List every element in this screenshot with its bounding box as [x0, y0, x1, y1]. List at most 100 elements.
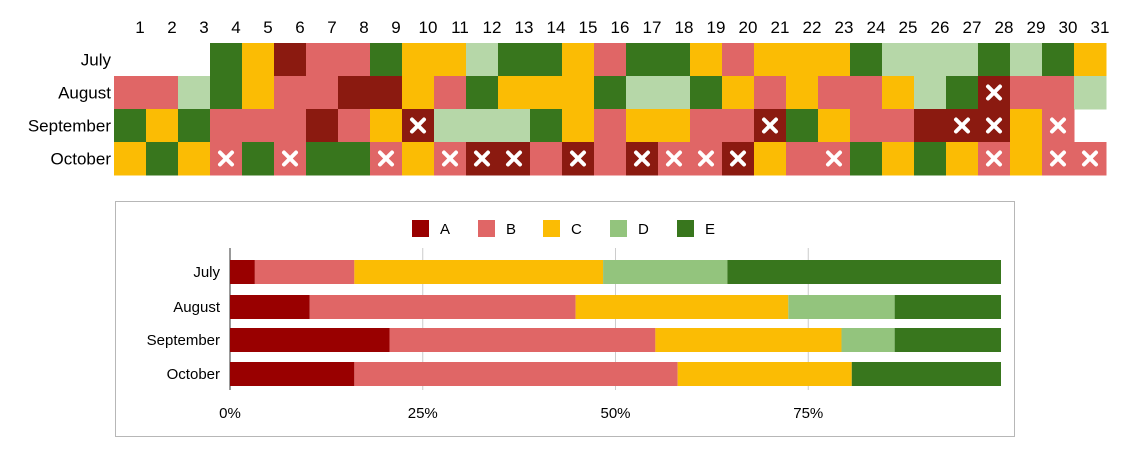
day-cell — [1010, 109, 1043, 143]
x-mark-icon — [954, 117, 970, 134]
day-cell — [786, 43, 819, 77]
day-cell — [1042, 76, 1075, 110]
day-cell — [754, 43, 787, 77]
day-cell — [402, 142, 435, 176]
day-cell — [754, 76, 787, 110]
day-cell — [242, 142, 275, 176]
day-cell — [882, 142, 915, 176]
legend-swatch — [543, 220, 560, 237]
day-cell — [242, 43, 275, 77]
day-cell — [594, 43, 627, 77]
month-label: October — [51, 150, 112, 169]
day-label: 7 — [327, 18, 336, 37]
day-cell — [562, 109, 595, 143]
day-label: 23 — [835, 18, 854, 37]
day-cell — [434, 76, 467, 110]
day-label: 25 — [899, 18, 918, 37]
day-cell — [338, 76, 371, 110]
day-cell — [978, 43, 1011, 77]
day-label: 1 — [135, 18, 144, 37]
month-label: September — [28, 117, 111, 136]
bar-segment — [230, 260, 255, 284]
day-cell — [306, 109, 339, 143]
legend-label: B — [506, 221, 516, 238]
day-cell — [658, 109, 691, 143]
x-mark-icon — [986, 150, 1002, 167]
day-cell — [818, 43, 851, 77]
day-cell — [690, 76, 723, 110]
day-cell — [530, 76, 563, 110]
day-cell — [114, 142, 147, 176]
x-mark-icon — [826, 150, 842, 167]
day-cell — [434, 109, 467, 143]
legend-label: E — [705, 221, 715, 238]
axis-labels: July August September October 0% 25% 50% 75% — [147, 264, 824, 422]
day-cell — [338, 109, 371, 143]
category-label: September — [147, 332, 220, 349]
day-cell — [146, 76, 179, 110]
bar-segment — [851, 362, 1001, 386]
day-cell — [146, 109, 179, 143]
day-cell — [850, 43, 883, 77]
day-cell — [882, 109, 915, 143]
day-cell — [210, 43, 243, 77]
day-cell — [178, 76, 211, 110]
day-label: 19 — [707, 18, 726, 37]
day-cell — [626, 109, 659, 143]
x-mark-icon — [1050, 150, 1066, 167]
day-label: 28 — [995, 18, 1014, 37]
day-label: 20 — [739, 18, 758, 37]
bar-segment — [575, 295, 789, 319]
day-cell — [946, 76, 979, 110]
day-cell — [274, 43, 307, 77]
day-label: 16 — [611, 18, 630, 37]
x-mark-icon — [570, 150, 586, 167]
bar-segment — [230, 295, 310, 319]
legend-label: A — [440, 221, 450, 238]
day-cell — [306, 142, 339, 176]
day-cell — [690, 109, 723, 143]
day-cell — [562, 76, 595, 110]
day-cell — [658, 76, 691, 110]
day-cell — [626, 43, 659, 77]
legend-swatch — [478, 220, 495, 237]
day-label: 6 — [295, 18, 304, 37]
bar-segment — [230, 328, 390, 352]
day-cell — [466, 43, 499, 77]
day-label: 11 — [451, 18, 469, 37]
bar-segment — [603, 260, 728, 284]
day-label: 24 — [867, 18, 886, 37]
day-cell — [178, 142, 211, 176]
legend: A B C D E — [412, 220, 715, 238]
day-cell — [722, 109, 755, 143]
tick-label: 50% — [600, 405, 630, 422]
day-cell — [210, 76, 243, 110]
day-cell — [914, 142, 947, 176]
day-cell — [114, 109, 147, 143]
bar-segment — [389, 328, 656, 352]
day-cell — [370, 109, 403, 143]
day-cell — [498, 109, 531, 143]
x-mark-icon — [378, 150, 394, 167]
day-cell — [402, 43, 435, 77]
tick-label: 0% — [219, 405, 241, 422]
day-cell — [434, 43, 467, 77]
day-cell — [242, 109, 275, 143]
x-mark-icon — [1050, 117, 1066, 134]
day-cell — [946, 142, 979, 176]
day-label: 17 — [643, 18, 662, 37]
bar-segment — [727, 260, 1001, 284]
day-cell — [946, 43, 979, 77]
stacked-bar-chart — [230, 260, 1001, 386]
category-label: October — [167, 366, 220, 383]
legend-swatch — [677, 220, 694, 237]
day-cell — [786, 142, 819, 176]
day-cell — [786, 76, 819, 110]
day-cell — [1074, 43, 1107, 77]
day-cell — [1042, 43, 1075, 77]
day-cell — [530, 142, 563, 176]
bar-segment — [841, 328, 895, 352]
day-cell — [690, 43, 723, 77]
day-cell — [850, 109, 883, 143]
x-mark-icon — [666, 150, 682, 167]
